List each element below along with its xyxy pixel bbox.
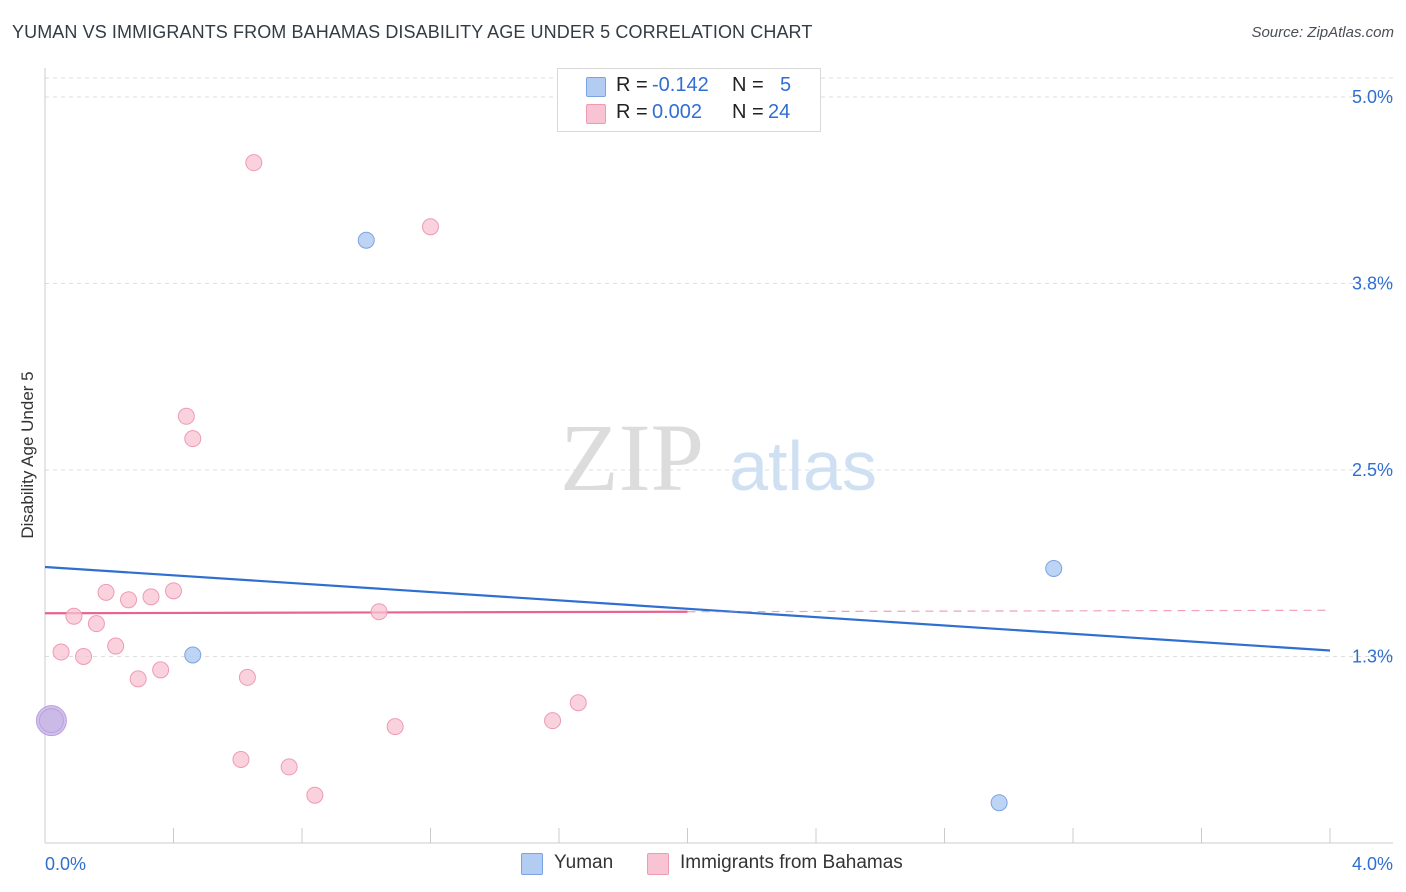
watermark-zip: ZIP (560, 404, 704, 511)
legend-n-label: N = (732, 74, 764, 96)
watermark: ZIP atlas (560, 404, 877, 511)
data-point-bahamas (97, 583, 115, 601)
trend-line-bahamas-dashed (687, 609, 1331, 613)
y-axis-label: Disability Age Under 5 (18, 371, 37, 539)
data-point-bahamas (142, 588, 160, 606)
tick-label-layer: 1.3% 2.5% 3.8% 5.0% 0.0% 4.0% (45, 87, 1393, 874)
legend-label-yuman: Yuman (554, 852, 614, 873)
data-point-bahamas (422, 218, 439, 236)
data-point-bahamas (280, 758, 298, 776)
trend-line-yuman (44, 565, 1331, 652)
legend-swatch-bahamas (647, 853, 669, 875)
legend-swatch-yuman (521, 853, 543, 875)
data-point-bahamas (306, 786, 324, 804)
data-point-bahamas (165, 582, 182, 600)
legend-swatch-bahamas (586, 104, 606, 124)
y-tick-label: 3.8% (1352, 274, 1393, 294)
data-point-bahamas (232, 750, 250, 768)
data-point-bahamas (184, 430, 202, 448)
legend-row-bahamas: R = 0.002 N = 24 (558, 101, 820, 127)
legend-swatch-yuman (586, 77, 606, 97)
legend-n-label: N = (732, 101, 764, 123)
data-point-yuman (38, 708, 64, 734)
data-point-bahamas (107, 637, 125, 655)
data-point-bahamas (120, 591, 138, 609)
data-point-bahamas (65, 607, 83, 625)
data-point-bahamas (245, 154, 263, 172)
data-point-yuman (990, 794, 1008, 812)
series-legend: Yuman Immigrants from Bahamas (0, 852, 1406, 878)
data-point-bahamas (370, 603, 388, 621)
data-point-yuman (184, 646, 202, 664)
y-tick-label: 2.5% (1352, 460, 1393, 480)
trend-layer (44, 565, 1331, 652)
legend-r-label: R = (616, 74, 648, 96)
trend-line-bahamas (44, 610, 688, 615)
data-point-yuman (357, 231, 375, 249)
data-point-bahamas (75, 648, 93, 665)
legend-n-value: 24 (768, 101, 791, 123)
data-point-bahamas (87, 615, 105, 633)
data-point-bahamas (177, 407, 195, 425)
data-point-bahamas (129, 670, 147, 688)
data-point-bahamas (386, 718, 404, 736)
y-tick-label: 1.3% (1352, 647, 1393, 667)
data-point-yuman (1045, 559, 1063, 577)
chart-title: YUMAN VS IMMIGRANTS FROM BAHAMAS DISABIL… (12, 22, 813, 42)
legend-r-label: R = (616, 101, 648, 123)
legend-label-bahamas: Immigrants from Bahamas (680, 852, 903, 873)
x-tick-label: 4.0% (1352, 854, 1393, 874)
axis-layer (44, 68, 1393, 844)
stats-legend: R = -0.142 N = 5 R = 0.002 N = 24 (557, 68, 821, 132)
y-tick-label: 5.0% (1352, 87, 1393, 107)
legend-r-value: 0.002 (652, 101, 703, 123)
legend-r-value: -0.142 (652, 74, 709, 96)
points-layer (35, 154, 1063, 812)
source-label: Source: ZipAtlas.com (1251, 24, 1394, 41)
legend-row-yuman: R = -0.142 N = 5 (558, 74, 820, 100)
watermark-atlas: atlas (729, 427, 877, 505)
data-point-bahamas (52, 643, 70, 661)
data-point-bahamas (152, 661, 170, 679)
data-point-bahamas (569, 694, 587, 712)
data-point-bahamas (544, 712, 562, 730)
legend-n-value: 5 (780, 74, 792, 96)
x-tick-label: 0.0% (45, 854, 86, 874)
data-point-bahamas (238, 668, 256, 686)
